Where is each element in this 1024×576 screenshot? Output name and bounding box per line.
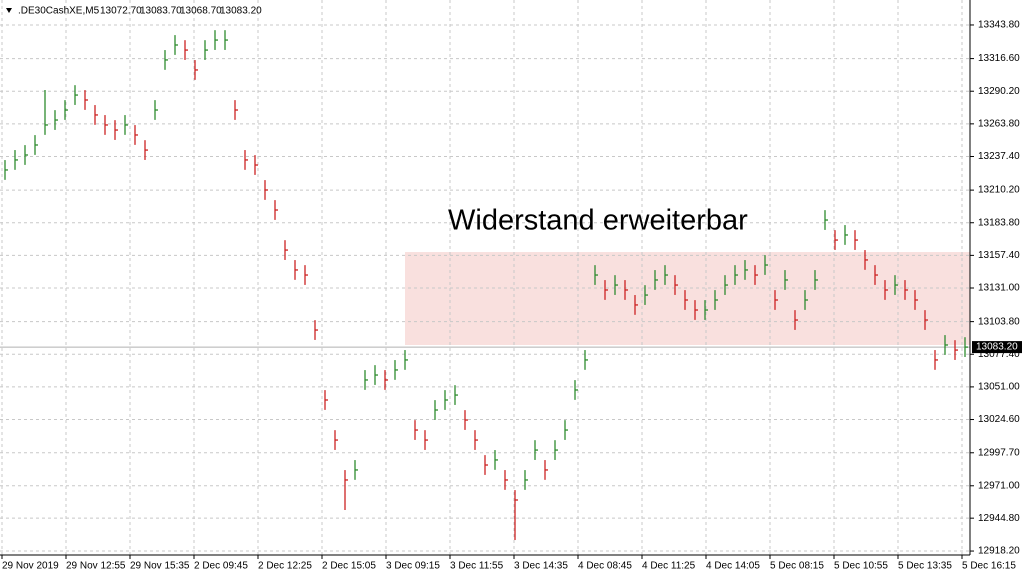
x-tick-label: 2 Dec 12:25 (258, 561, 312, 572)
y-tick-label: 12944.80 (978, 513, 1020, 524)
y-tick-label: 12997.70 (978, 447, 1020, 458)
annotation: Widerstand erweiterbar (448, 205, 748, 237)
resistance-zone (405, 252, 970, 345)
x-tick-label: 3 Dec 11:55 (450, 561, 504, 572)
x-tick-label: 5 Dec 16:15 (962, 561, 1016, 572)
header-value: 13083.70 (140, 6, 182, 17)
x-tick-label: 29 Nov 2019 (2, 561, 59, 572)
y-tick-label: 13343.80 (978, 20, 1020, 31)
dropdown-arrow[interactable] (6, 8, 12, 13)
header-value: 13072.70 (100, 6, 142, 17)
x-tick-label: 3 Dec 14:35 (514, 561, 568, 572)
y-tick-label: 13237.40 (978, 151, 1020, 162)
header-value: 13083.20 (220, 6, 262, 17)
x-tick-label: 29 Nov 12:55 (66, 561, 126, 572)
last-price-box (972, 341, 1022, 354)
chart-title: .DE30CashXE,M5 (18, 6, 100, 17)
y-tick-label: 13290.20 (978, 86, 1020, 97)
y-tick-label: 13183.80 (978, 217, 1020, 228)
x-tick-label: 4 Dec 11:25 (642, 561, 696, 572)
y-tick-label: 13210.20 (978, 185, 1020, 196)
last-price-label: 13083.20 (976, 342, 1018, 353)
y-tick-label: 13263.80 (978, 118, 1020, 129)
y-tick-label: 13103.80 (978, 316, 1020, 327)
x-tick-label: 2 Dec 15:05 (322, 561, 376, 572)
x-tick-label: 2 Dec 09:45 (194, 561, 248, 572)
y-tick-label: 13157.40 (978, 250, 1020, 261)
x-tick-label: 4 Dec 14:05 (706, 561, 760, 572)
y-tick-label: 13316.60 (978, 53, 1020, 64)
y-tick-label: 12971.00 (978, 480, 1020, 491)
x-tick-label: 29 Nov 15:35 (130, 561, 190, 572)
y-tick-label: 12918.20 (978, 546, 1020, 557)
x-tick-label: 3 Dec 09:15 (386, 561, 440, 572)
x-tick-label: 5 Dec 10:55 (834, 561, 888, 572)
y-tick-label: 13077.40 (978, 349, 1020, 360)
y-tick-label: 13051.00 (978, 382, 1020, 393)
x-tick-label: 5 Dec 08:15 (770, 561, 824, 572)
header-value: 13068.70 (180, 6, 222, 17)
x-tick-label: 4 Dec 08:45 (578, 561, 632, 572)
y-tick-label: 13131.00 (978, 283, 1020, 294)
x-tick-label: 5 Dec 13:35 (898, 561, 952, 572)
y-tick-label: 13024.60 (978, 414, 1020, 425)
